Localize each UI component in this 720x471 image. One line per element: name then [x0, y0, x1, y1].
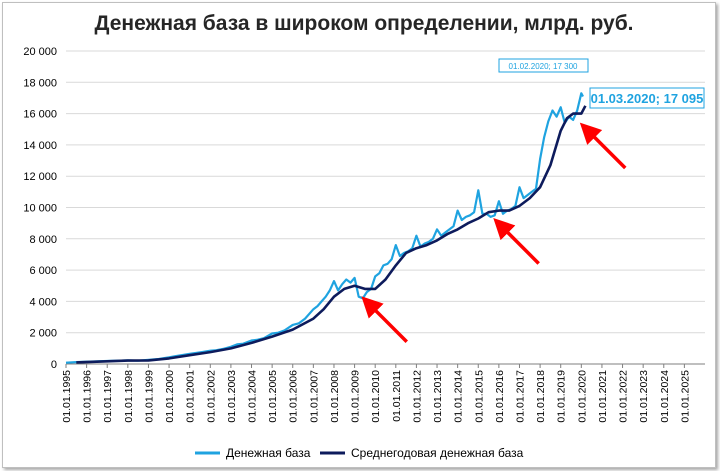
annotation-arrows: [361, 122, 627, 343]
chart-title: Денежная база в широком определении, млр…: [94, 12, 633, 35]
x-tick-label: 01.01.2020: [576, 370, 588, 423]
x-tick-label: 01.01.2021: [597, 370, 609, 423]
y-tick-label: 0: [51, 359, 57, 371]
x-tick-label: 01.01.2024: [659, 370, 671, 423]
x-tick-label: 01.01.2006: [288, 370, 300, 423]
x-tick-label: 01.01.2013: [432, 370, 444, 423]
x-tick-label: 01.01.2014: [453, 370, 465, 423]
x-tick-label: 01.01.2015: [473, 370, 485, 423]
y-tick-label: 20 000: [23, 46, 57, 58]
x-tick-label: 01.01.1997: [102, 370, 114, 423]
annotations: 01.02.2020; 17 300 01.03.2020; 17 095: [498, 58, 705, 109]
x-tick-label: 01.01.2002: [205, 370, 217, 423]
y-axis: 0 2 000 4 000 6 000 8 000 10 000 12 000 14 000 1…: [23, 46, 57, 371]
x-tick-label: 01.01.2001: [185, 370, 197, 423]
x-tick-label: 01.01.2016: [494, 370, 506, 423]
red-arrow-2: [579, 122, 627, 170]
y-tick-label: 6 000: [29, 265, 57, 277]
x-tick-label: 01.01.1999: [143, 370, 155, 423]
grid-lines: [66, 50, 705, 365]
x-axis: 01.01.1995 01.01.1996 01.01.1997 01.01.1998…: [61, 364, 691, 423]
red-arrow-0: [361, 296, 409, 343]
x-tick-label: 01.01.1995: [61, 370, 73, 423]
y-tick-label: 14 000: [23, 140, 57, 152]
big-callout-label: 01.03.2020; 17 095: [591, 91, 704, 106]
legend: Денежная база Среднегодовая денежная баз…: [195, 446, 524, 460]
x-tick-label: 01.01.2018: [535, 370, 547, 423]
x-tick-label: 01.01.2008: [329, 370, 341, 423]
y-tick-label: 4 000: [29, 296, 57, 308]
x-tick-label: 01.01.1996: [82, 370, 94, 423]
y-tick-label: 2 000: [29, 328, 57, 340]
small-callout-label: 01.02.2020; 17 300: [509, 62, 579, 71]
x-tick-label: 01.01.2010: [370, 370, 382, 423]
x-tick-label: 01.01.2022: [618, 370, 630, 423]
series-lines: [65, 92, 587, 364]
x-tick-label: 01.01.1998: [123, 370, 135, 423]
y-tick-label: 10 000: [23, 203, 57, 215]
x-tick-label: 01.01.2025: [679, 370, 691, 423]
x-tick-label: 01.01.2004: [247, 370, 259, 423]
x-tick-label: 01.01.2003: [226, 370, 238, 423]
y-tick-label: 12 000: [23, 171, 57, 183]
x-tick-label: 01.01.2012: [411, 370, 423, 423]
series-line-1: [76, 105, 587, 364]
x-tick-label: 01.01.2007: [308, 370, 320, 423]
y-tick-label: 18 000: [23, 77, 57, 89]
y-tick-label: 8 000: [29, 234, 57, 246]
x-tick-label: 01.01.2011: [391, 370, 403, 422]
legend-label-money-base: Денежная база: [226, 446, 311, 460]
y-tick-label: 16 000: [23, 109, 57, 121]
x-tick-label: 01.01.2017: [514, 370, 526, 423]
small-callout-box: [498, 58, 589, 73]
x-tick-label: 01.01.2000: [164, 370, 176, 423]
red-arrow-1: [493, 218, 540, 265]
big-callout-box: [589, 87, 705, 109]
x-tick-label: 01.01.2005: [267, 370, 279, 423]
legend-label-average: Среднегодовая денежная база: [351, 446, 524, 460]
x-tick-label: 01.01.2019: [556, 370, 568, 423]
x-tick-label: 01.01.2023: [638, 370, 650, 423]
x-tick-label: 01.01.2009: [350, 370, 362, 423]
